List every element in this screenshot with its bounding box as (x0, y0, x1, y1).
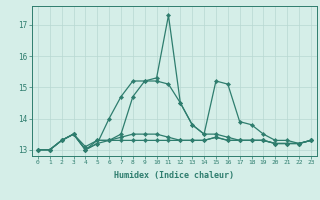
X-axis label: Humidex (Indice chaleur): Humidex (Indice chaleur) (115, 171, 234, 180)
